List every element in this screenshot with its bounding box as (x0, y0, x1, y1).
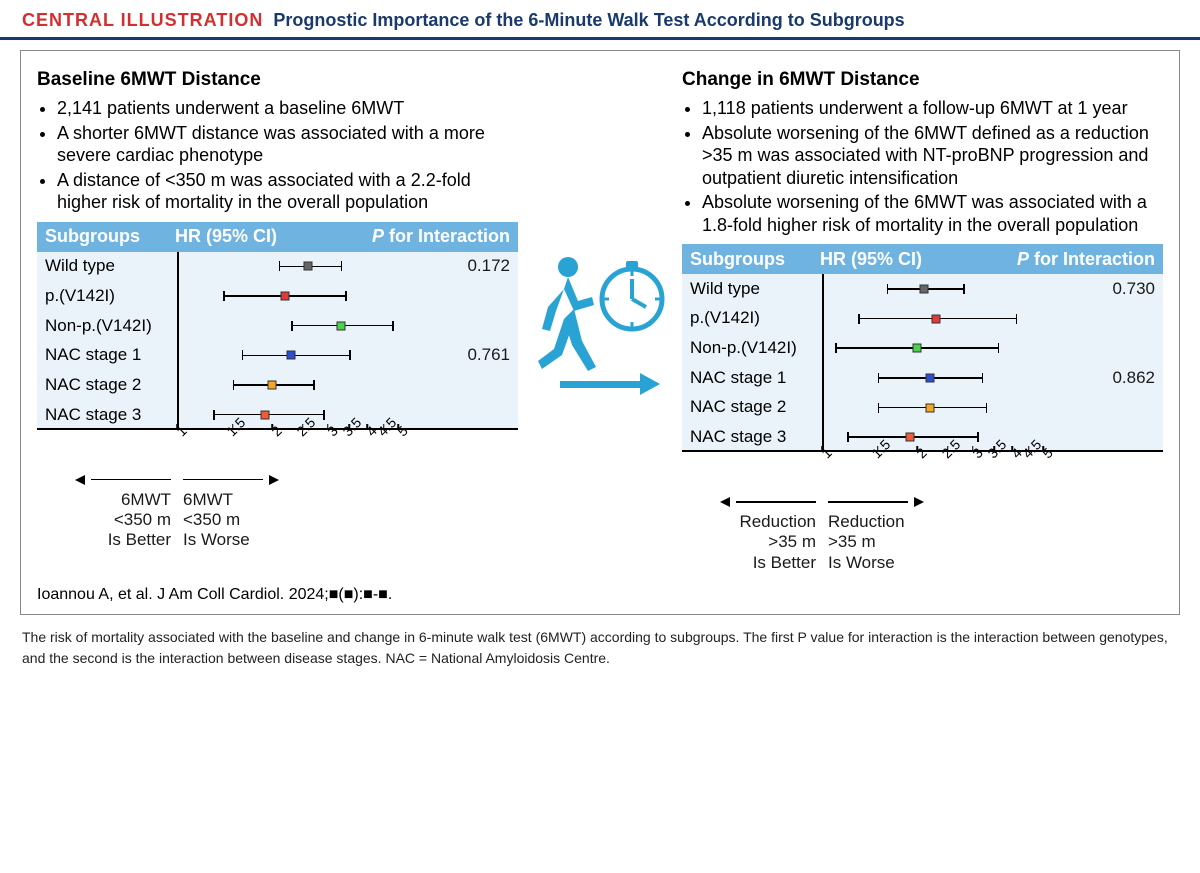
p-value (410, 311, 510, 341)
bullet: Absolute worsening of the 6MWT defined a… (702, 122, 1163, 190)
forest-marker (261, 410, 270, 419)
bullet: A shorter 6MWT distance was associated w… (57, 122, 518, 167)
p-value (1055, 393, 1155, 423)
axis-labels-right: Reduction>35 mIs BetterReduction>35 mIs … (682, 492, 1163, 572)
right-column: Change in 6MWT Distance 1,118 patients u… (682, 65, 1163, 572)
forest-marker (268, 381, 277, 390)
p-value (410, 400, 510, 430)
left-heading: Baseline 6MWT Distance (37, 69, 518, 91)
forest-marker (281, 292, 290, 301)
title-text: Prognostic Importance of the 6-Minute Wa… (273, 10, 904, 31)
forest-plot-left: Wild typep.(V142I)Non-p.(V142I)NAC stage… (37, 252, 518, 430)
subgroup-label: NAC stage 3 (45, 400, 175, 430)
p-value: 0.172 (410, 252, 510, 282)
subgroup-label: Wild type (690, 274, 820, 304)
col-subgroups: Subgroups (45, 226, 175, 247)
title-bar: CENTRAL ILLUSTRATION Prognostic Importan… (0, 0, 1200, 40)
walk-timer-icon (530, 65, 670, 572)
col-subgroups: Subgroups (690, 249, 820, 270)
subgroup-label: NAC stage 3 (690, 422, 820, 452)
p-value: 0.730 (1055, 274, 1155, 304)
bullet: Absolute worsening of the 6MWT was assoc… (702, 191, 1163, 236)
forest-marker (906, 433, 915, 442)
subgroup-label: Non-p.(V142I) (45, 311, 175, 341)
forest-marker (932, 314, 941, 323)
bullet: 1,118 patients underwent a follow-up 6MW… (702, 97, 1163, 120)
forest-marker (919, 284, 928, 293)
p-value (1055, 333, 1155, 363)
subgroup-label: NAC stage 1 (45, 340, 175, 370)
citation: Ioannou A, et al. J Am Coll Cardiol. 202… (37, 586, 1163, 604)
left-bullets: 2,141 patients underwent a baseline 6MWT… (37, 97, 518, 214)
forest-header-right: Subgroups HR (95% CI) P for Interaction (682, 244, 1163, 274)
forest-marker (304, 262, 313, 271)
col-p: P P for Interactionfor Interaction (360, 226, 510, 247)
p-value: 0.862 (1055, 363, 1155, 393)
forest-marker (926, 373, 935, 382)
subgroup-label: p.(V142I) (45, 281, 175, 311)
p-value: 0.761 (410, 340, 510, 370)
bullet: 2,141 patients underwent a baseline 6MWT (57, 97, 518, 120)
forest-plot-right: Wild typep.(V142I)Non-p.(V142I)NAC stage… (682, 274, 1163, 452)
axis-ticks-right: 11.522.533.544.55 (822, 452, 1043, 486)
forest-marker (913, 344, 922, 353)
axis-ticks-left: 11.522.533.544.55 (177, 430, 398, 464)
p-value (1055, 422, 1155, 452)
subgroup-label: p.(V142I) (690, 304, 820, 334)
col-hr: HR (95% CI) (820, 249, 1005, 270)
p-value (410, 370, 510, 400)
forest-marker (287, 351, 296, 360)
forest-marker (926, 403, 935, 412)
caption: The risk of mortality associated with th… (0, 615, 1200, 683)
left-column: Baseline 6MWT Distance 2,141 patients un… (37, 65, 518, 572)
axis-labels-left: 6MWT<350 mIs Better6MWT<350 mIs Worse (37, 470, 518, 550)
figure-panel: Baseline 6MWT Distance 2,141 patients un… (20, 50, 1180, 615)
forest-marker (336, 321, 345, 330)
subgroup-label: Wild type (45, 252, 175, 282)
subgroup-label: Non-p.(V142I) (690, 333, 820, 363)
p-value (410, 281, 510, 311)
right-heading: Change in 6MWT Distance (682, 69, 1163, 91)
forest-header-left: Subgroups HR (95% CI) P P for Interactio… (37, 222, 518, 252)
col-p: P for Interaction (1005, 249, 1155, 270)
title-label: CENTRAL ILLUSTRATION (22, 10, 263, 31)
right-bullets: 1,118 patients underwent a follow-up 6MW… (682, 97, 1163, 236)
bullet: A distance of <350 m was associated with… (57, 169, 518, 214)
subgroup-label: NAC stage 2 (45, 370, 175, 400)
p-value (1055, 304, 1155, 334)
subgroup-label: NAC stage 1 (690, 363, 820, 393)
col-hr: HR (95% CI) (175, 226, 360, 247)
subgroup-label: NAC stage 2 (690, 393, 820, 423)
